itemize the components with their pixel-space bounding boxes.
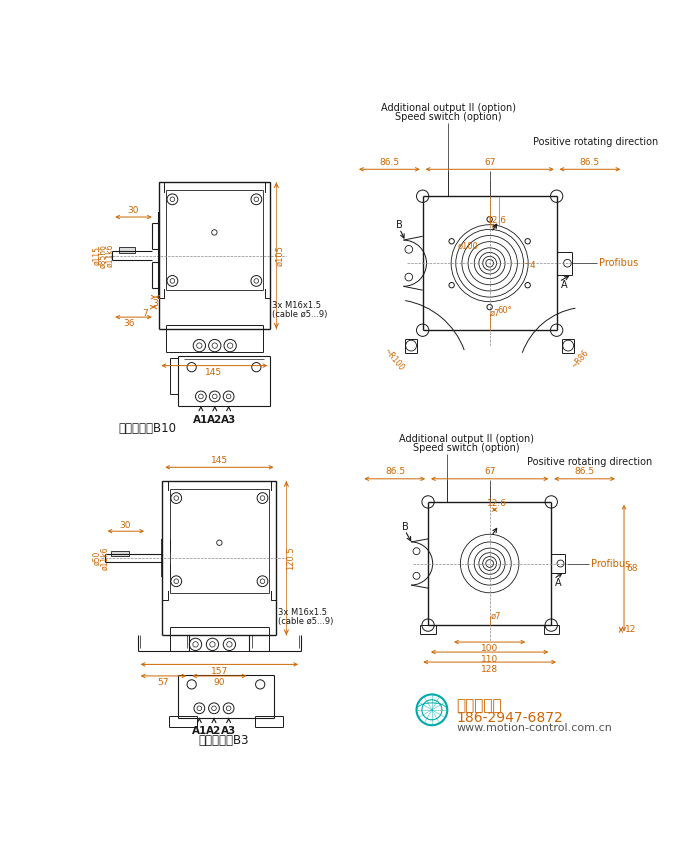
- Text: 90: 90: [214, 678, 225, 687]
- Text: 120.5: 120.5: [286, 547, 295, 570]
- Text: A: A: [561, 280, 567, 290]
- Text: 128: 128: [481, 664, 498, 673]
- Text: 30: 30: [120, 520, 131, 530]
- Text: 145: 145: [205, 368, 223, 377]
- Text: 30: 30: [127, 206, 139, 216]
- Text: ~R86: ~R86: [569, 349, 590, 371]
- Text: A: A: [555, 578, 561, 588]
- Text: 57: 57: [158, 678, 169, 687]
- Text: Positive rotating direction: Positive rotating direction: [533, 136, 658, 146]
- Text: 157: 157: [211, 667, 228, 676]
- Text: 带外壳支脚B3: 带外壳支脚B3: [199, 734, 249, 747]
- Bar: [118, 247, 136, 253]
- Text: (cable ø5...9): (cable ø5...9): [272, 310, 327, 319]
- Text: 86.5: 86.5: [385, 467, 405, 476]
- Text: Additional output II (option): Additional output II (option): [381, 102, 516, 113]
- Text: Speed switch (option): Speed switch (option): [395, 112, 501, 122]
- Text: ~R100: ~R100: [382, 347, 405, 372]
- Text: 12.6: 12.6: [487, 499, 508, 508]
- Text: 86.5: 86.5: [580, 158, 600, 167]
- Text: 4: 4: [529, 261, 535, 270]
- Text: 186-2947-6872: 186-2947-6872: [456, 711, 564, 724]
- Text: 110: 110: [481, 655, 498, 663]
- Text: ø7: ø7: [490, 309, 500, 318]
- Text: A1: A1: [193, 415, 209, 425]
- Text: (cable ø5...9): (cable ø5...9): [278, 617, 333, 626]
- Text: ø105: ø105: [275, 245, 284, 266]
- Text: www.motion-control.com.cn: www.motion-control.com.cn: [456, 723, 612, 733]
- Text: Profibus: Profibus: [592, 558, 631, 569]
- Text: A2: A2: [206, 727, 222, 736]
- Text: B: B: [402, 522, 408, 531]
- Text: 西安德伍拓: 西安德伍拓: [456, 699, 502, 713]
- Text: Profibus: Profibus: [599, 258, 638, 268]
- Text: 7: 7: [142, 309, 148, 318]
- Text: 67: 67: [484, 158, 496, 167]
- Text: Additional output II (option): Additional output II (option): [399, 434, 534, 444]
- Text: 100: 100: [481, 645, 498, 653]
- Text: ø115: ø115: [92, 246, 102, 265]
- Text: A1: A1: [192, 727, 207, 736]
- Text: 12: 12: [624, 625, 636, 634]
- Text: ø100: ø100: [458, 242, 479, 250]
- Text: A3: A3: [221, 727, 236, 736]
- Text: 68: 68: [626, 563, 638, 573]
- Text: B: B: [396, 220, 403, 230]
- Text: ø11k6: ø11k6: [100, 547, 109, 570]
- Text: 60°: 60°: [498, 306, 512, 316]
- Text: 3: 3: [153, 299, 158, 308]
- Text: Speed switch (option): Speed switch (option): [413, 443, 520, 453]
- Text: ø85h6: ø85h6: [99, 244, 108, 267]
- Text: A2: A2: [207, 415, 223, 425]
- Text: 12.6: 12.6: [487, 216, 508, 224]
- Text: ø11k6: ø11k6: [106, 244, 114, 267]
- Text: Positive rotating direction: Positive rotating direction: [527, 457, 652, 467]
- Text: A3: A3: [221, 415, 236, 425]
- Text: 3x M16x1.5: 3x M16x1.5: [272, 301, 321, 310]
- Text: 带欧式法兰B10: 带欧式法兰B10: [118, 422, 176, 436]
- Text: 67: 67: [484, 467, 496, 476]
- Text: 3x M16x1.5: 3x M16x1.5: [278, 607, 327, 617]
- Text: ø7: ø7: [491, 612, 501, 620]
- Bar: [111, 552, 130, 556]
- Text: 36: 36: [123, 319, 135, 327]
- Text: ø50: ø50: [92, 551, 102, 565]
- Text: 145: 145: [211, 456, 228, 464]
- Text: 86.5: 86.5: [379, 158, 400, 167]
- Text: 86.5: 86.5: [574, 467, 594, 476]
